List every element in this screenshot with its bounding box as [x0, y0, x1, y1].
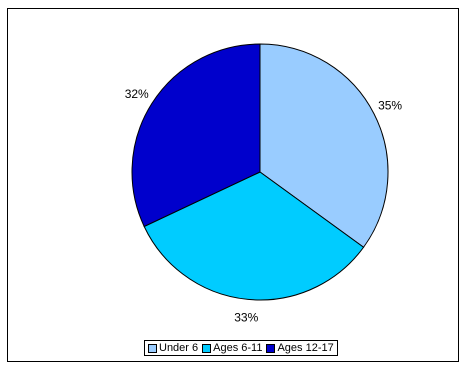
- legend-label-under-6: Under 6: [159, 342, 199, 354]
- legend-item-ages-6-11: Ages 6-11: [202, 342, 262, 354]
- legend-item-under-6: Under 6: [148, 342, 198, 354]
- pie-slice-under-6: [259, 43, 389, 248]
- legend-item-ages-12-17: Ages 12-17: [266, 342, 334, 354]
- legend-swatch-ages-12-17: [266, 343, 276, 353]
- legend-swatch-ages-6-11: [202, 343, 212, 353]
- legend-label-ages-12-17: Ages 12-17: [277, 342, 334, 354]
- slice-label-ages-12-17: 32%: [125, 87, 149, 101]
- pie-slice-ages-6-11: [143, 171, 365, 301]
- chart-frame: 35% 33% 32% Under 6 Ages 6-11 Ages 12-17: [7, 8, 459, 362]
- slice-label-under-6: 35%: [378, 99, 402, 113]
- pie-chart: 35% 33% 32%: [125, 43, 402, 324]
- legend-swatch-under-6: [148, 343, 157, 353]
- legend-label-ages-6-11: Ages 6-11: [213, 342, 263, 354]
- slice-label-ages-6-11: 33%: [234, 310, 258, 324]
- legend: Under 6 Ages 6-11 Ages 12-17: [144, 340, 338, 356]
- pie-slice-ages-12-17: [131, 43, 261, 228]
